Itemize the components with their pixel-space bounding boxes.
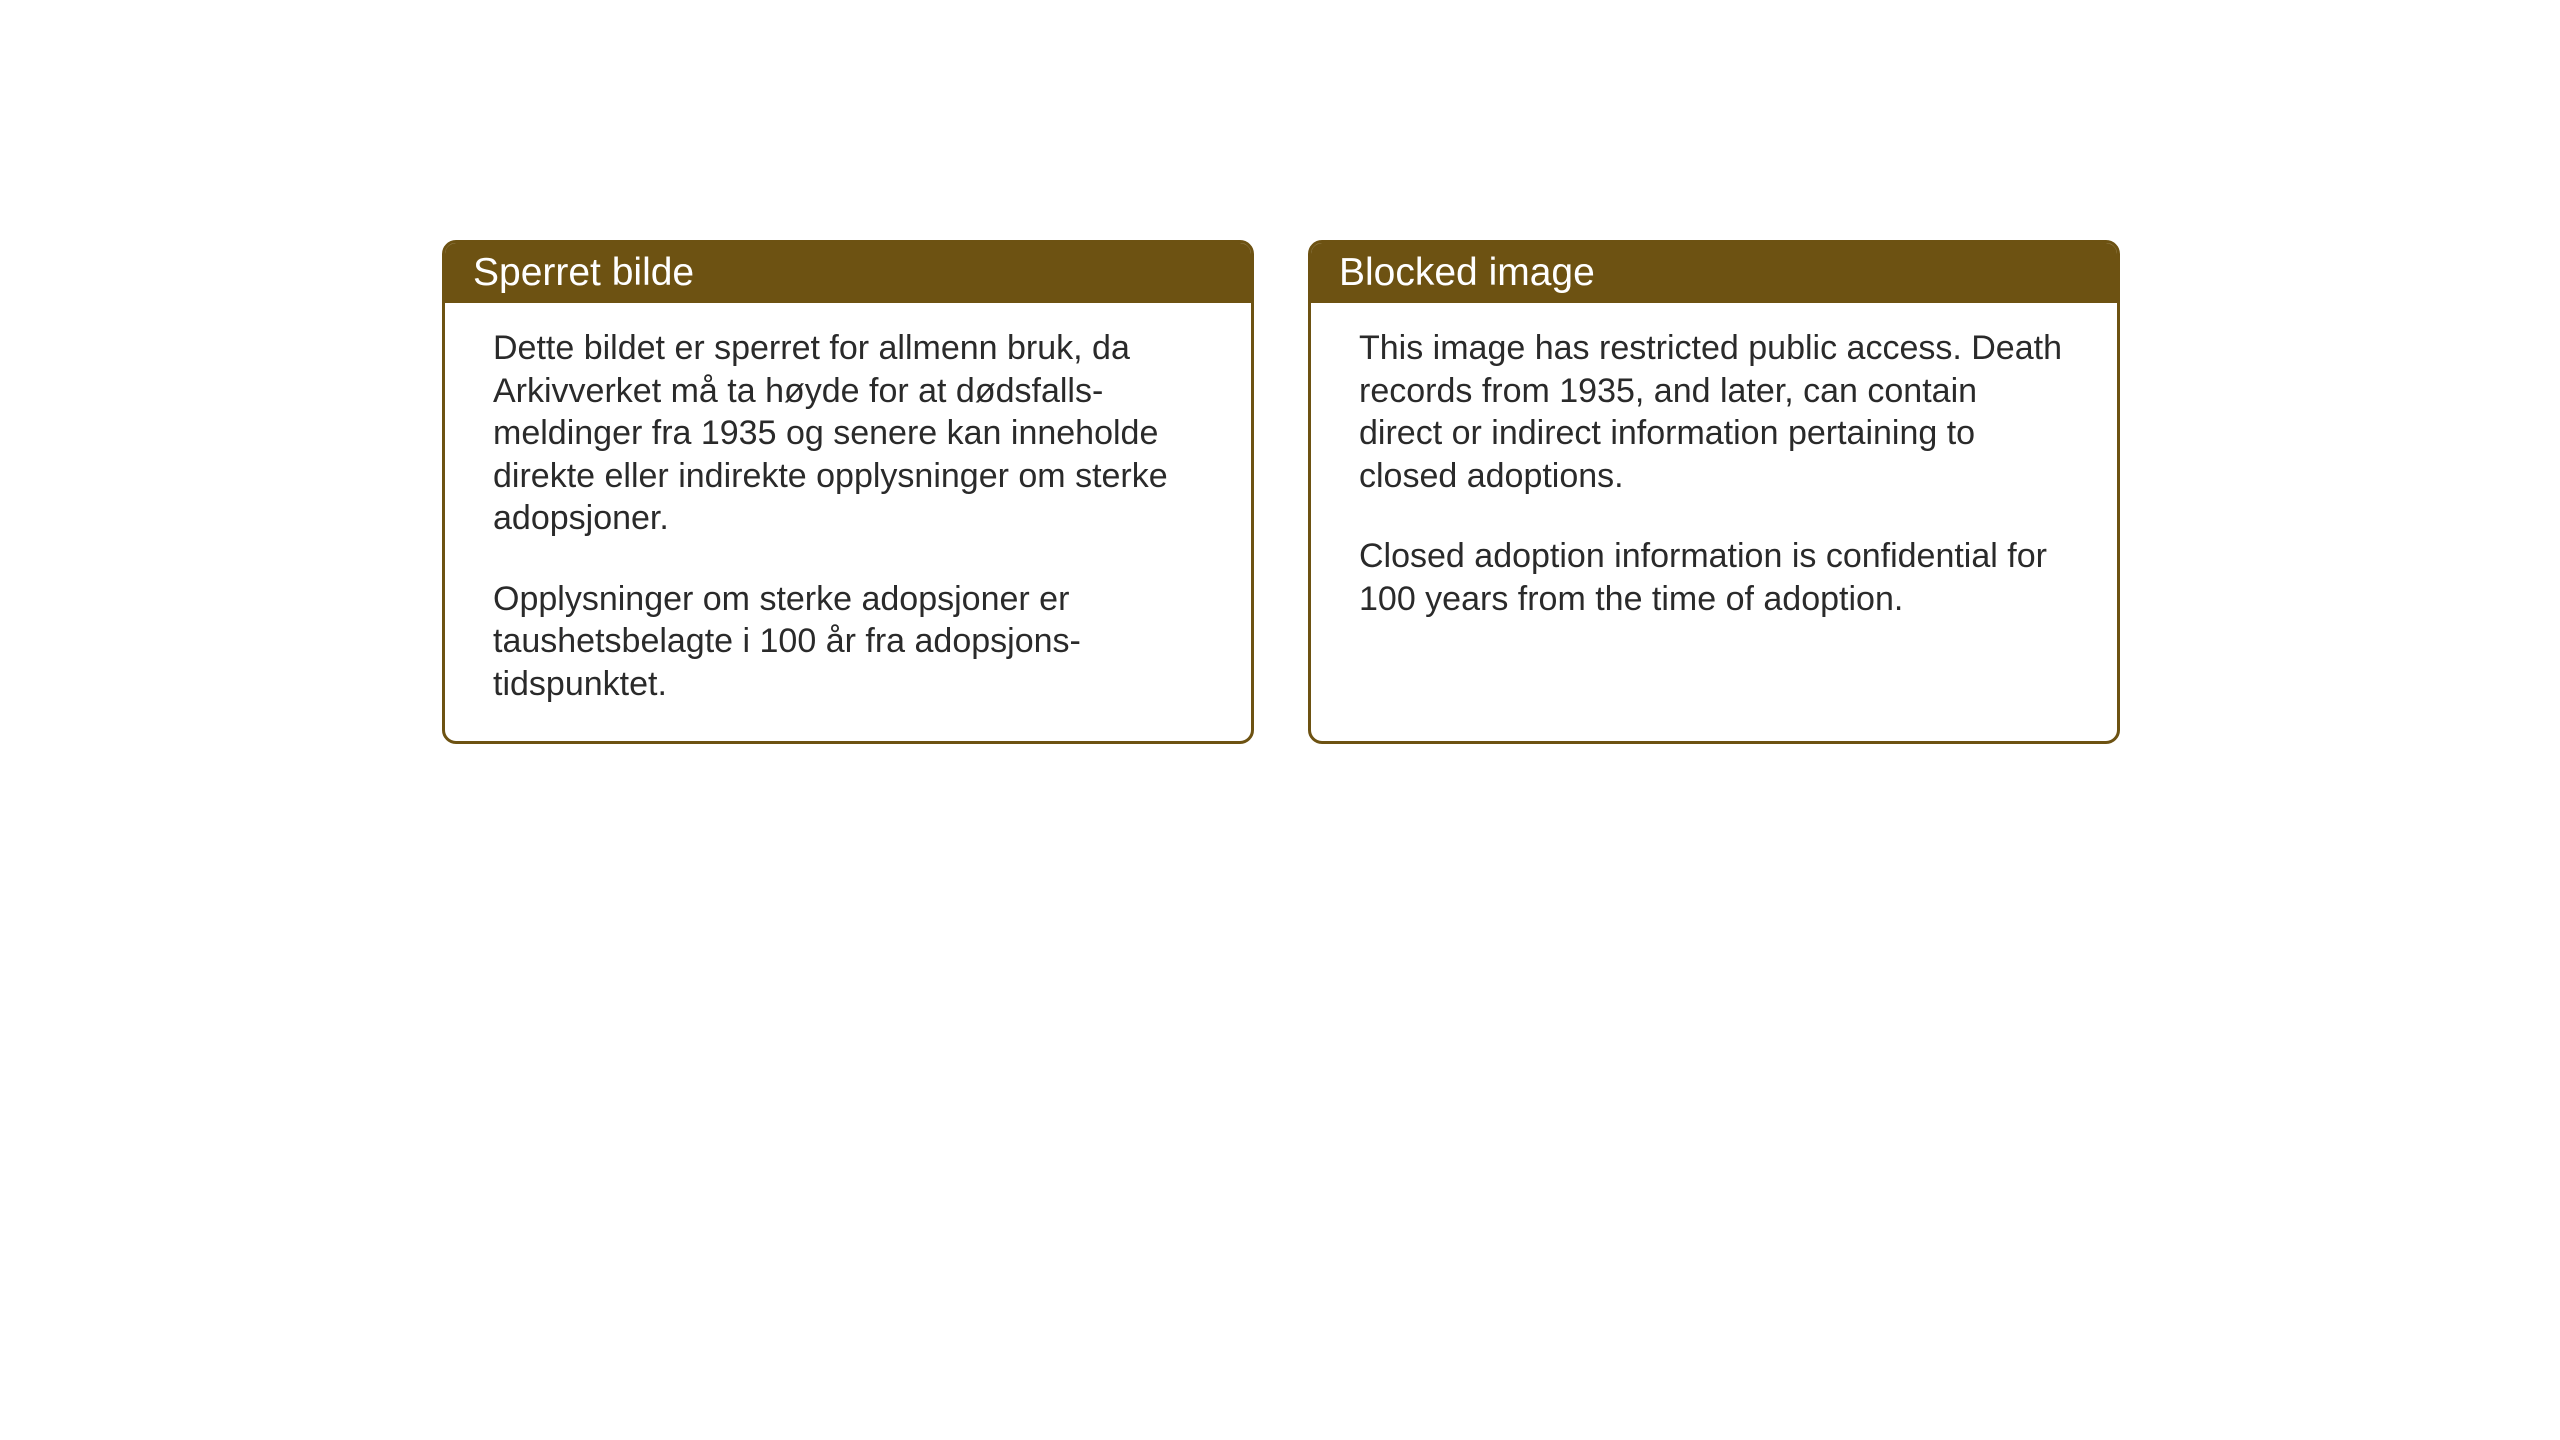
card-title-english: Blocked image xyxy=(1339,251,1595,294)
notice-container: Sperret bilde Dette bildet er sperret fo… xyxy=(442,240,2120,744)
card-paragraph-english-1: This image has restricted public access.… xyxy=(1359,327,2069,497)
card-body-norwegian: Dette bildet er sperret for allmenn bruk… xyxy=(445,303,1251,741)
card-paragraph-english-2: Closed adoption information is confident… xyxy=(1359,535,2069,620)
card-header-norwegian: Sperret bilde xyxy=(445,243,1251,303)
card-body-english: This image has restricted public access.… xyxy=(1311,303,2117,723)
card-title-norwegian: Sperret bilde xyxy=(473,251,694,294)
notice-card-english: Blocked image This image has restricted … xyxy=(1308,240,2120,744)
card-paragraph-norwegian-2: Opplysninger om sterke adopsjoner er tau… xyxy=(493,578,1203,706)
card-header-english: Blocked image xyxy=(1311,243,2117,303)
card-paragraph-norwegian-1: Dette bildet er sperret for allmenn bruk… xyxy=(493,327,1203,540)
notice-card-norwegian: Sperret bilde Dette bildet er sperret fo… xyxy=(442,240,1254,744)
